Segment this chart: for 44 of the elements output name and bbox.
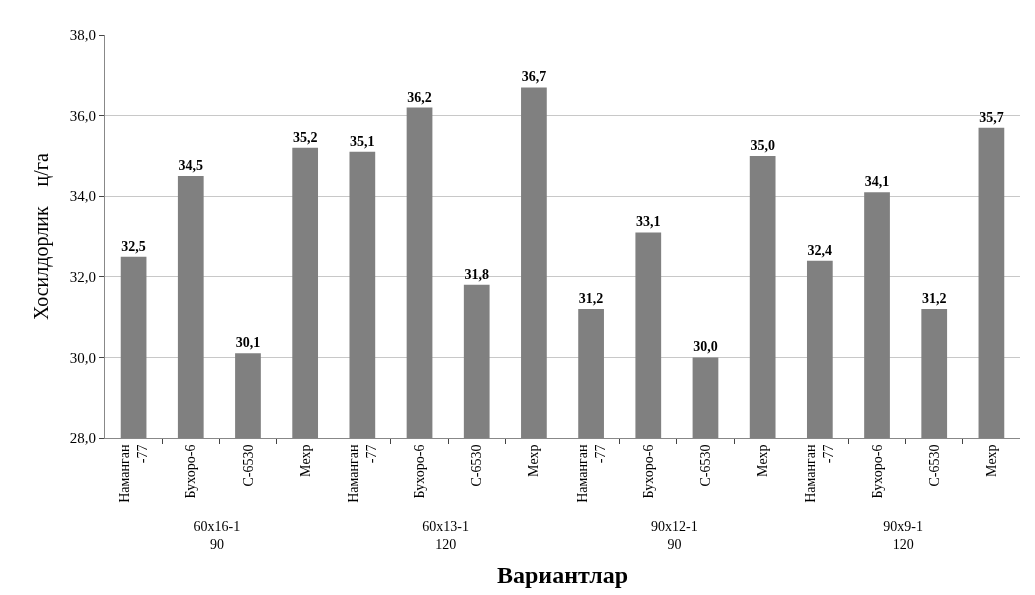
data-label: 31,8 — [464, 266, 489, 282]
data-label: 30,0 — [693, 339, 718, 355]
x-tick-label: С-6530 — [240, 444, 256, 487]
y-tick-label: 36,0 — [69, 107, 96, 124]
x-tick-label: Бухоро-6 — [412, 444, 428, 499]
data-label: 36,2 — [407, 89, 432, 105]
text: 90x12-1 90 — [651, 518, 698, 552]
x-tick-label: Наманган -77 — [345, 444, 379, 503]
x-tick-label: С-6530 — [469, 444, 485, 487]
x-tick-label: Мехр — [755, 444, 771, 477]
data-label: 35,1 — [350, 133, 375, 149]
y-tick-label: 30,0 — [69, 349, 96, 366]
x-tick-label: Мехр — [297, 444, 313, 477]
y-tick-label: 28,0 — [69, 430, 96, 447]
data-label: 35,7 — [979, 109, 1004, 125]
data-label: 31,2 — [921, 291, 947, 307]
x-tick-label: Наманган -77 — [117, 444, 151, 503]
data-label: 36,7 — [521, 69, 547, 85]
x-tick-label: Бухоро-6 — [640, 444, 656, 499]
text: 60x13-1 120 — [422, 518, 470, 552]
text: 60x16-1 90 — [193, 518, 241, 552]
y-axis-title: Хосилдорлик ц/га — [30, 152, 54, 320]
y-tick-label: 38,0 — [69, 27, 96, 44]
x-tick-label: Мехр — [983, 444, 999, 477]
data-label: 32,5 — [121, 238, 146, 254]
data-label: 34,5 — [178, 158, 204, 174]
x-tick-label: С-6530 — [698, 444, 714, 487]
x-tick-label: Наманган -77 — [574, 444, 608, 503]
y-tick-label: 32,0 — [69, 269, 96, 286]
data-label: 32,4 — [807, 242, 833, 258]
data-label: 33,1 — [636, 214, 661, 230]
data-label: 35,0 — [750, 137, 775, 153]
data-label: 34,1 — [864, 174, 890, 190]
x-axis-title: Вариантлар — [496, 562, 629, 589]
x-tick-label: Мехр — [526, 444, 542, 477]
data-label: 35,2 — [292, 129, 318, 145]
y-tick-label: 34,0 — [69, 188, 96, 205]
data-label: 30,1 — [235, 335, 261, 351]
x-tick-label: С-6530 — [926, 444, 942, 487]
x-tick-label: Бухоро-6 — [183, 444, 199, 499]
text: 90x9-1 120 — [883, 518, 924, 552]
data-label: 31,2 — [578, 291, 604, 307]
x-tick-label: Наманган -77 — [803, 444, 837, 503]
x-tick-label: Бухоро-6 — [869, 444, 885, 499]
